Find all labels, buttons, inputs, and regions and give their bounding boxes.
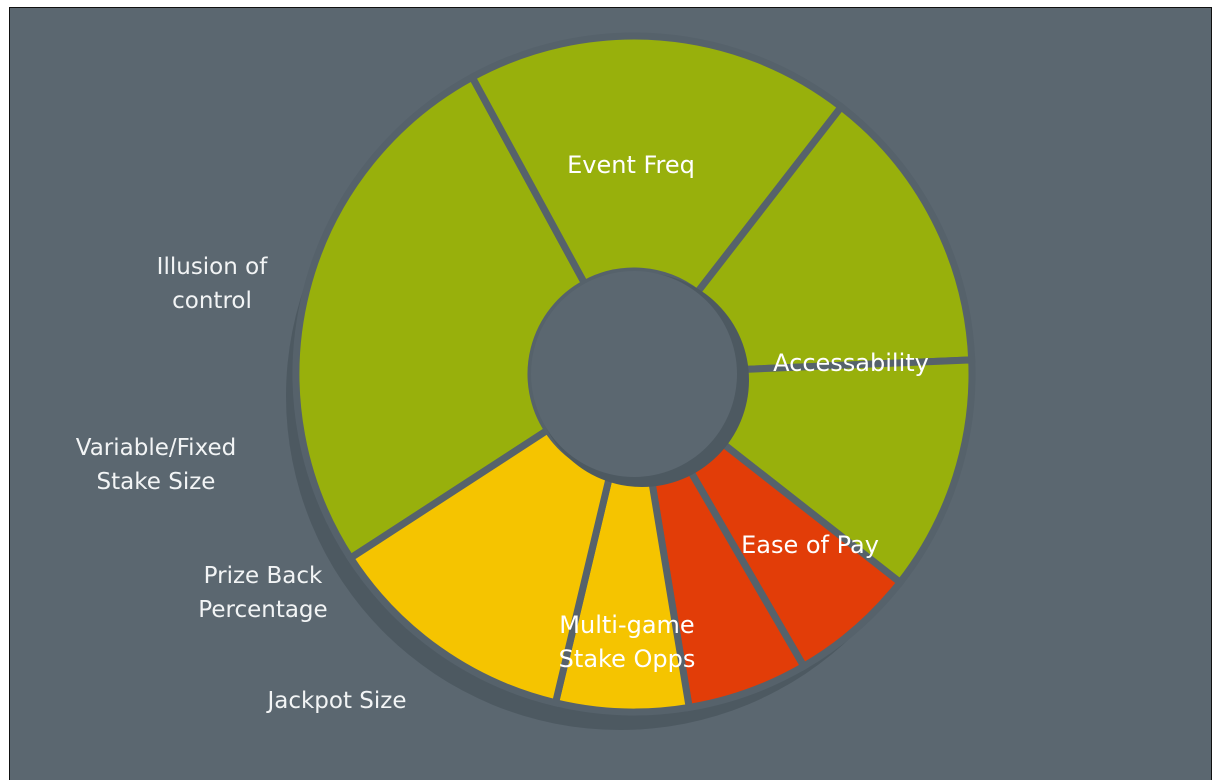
slice-label-variable-fixed-stake-size: Variable/Fixed Stake Size [76, 435, 236, 495]
chart-frame: Event Freq Accessability Ease of Pay Multi-… [9, 7, 1212, 780]
slice-label-jackpot-size: Jackpot Size [265, 688, 406, 714]
slice-label-ease-of-pay: Ease of Pay [741, 531, 879, 559]
slice-label-event-freq: Event Freq [567, 151, 695, 179]
donut-hole [531, 271, 737, 477]
slice-label-accessability: Accessability [773, 349, 929, 377]
slice-label-prize-back-percentage: Prize Back Percentage [198, 563, 327, 623]
slice-label-multi-game-stake-opps: Multi-game Stake Opps [559, 611, 696, 673]
donut-chart: Event Freq Accessability Ease of Pay Multi-… [76, 32, 976, 730]
slice-label-illusion-of-control: Illusion of control [157, 254, 269, 314]
